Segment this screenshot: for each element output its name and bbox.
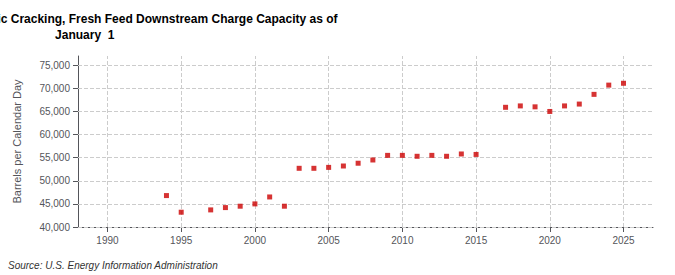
svg-text:2000: 2000 <box>244 235 267 246</box>
svg-text:Barrels per Calendar Day: Barrels per Calendar Day <box>11 79 23 204</box>
svg-text:2015: 2015 <box>465 235 488 246</box>
svg-text:70,000: 70,000 <box>39 83 70 94</box>
svg-text:40,000: 40,000 <box>39 222 70 233</box>
svg-text:1995: 1995 <box>170 235 193 246</box>
svg-text:1990: 1990 <box>96 235 119 246</box>
svg-text:2010: 2010 <box>391 235 414 246</box>
svg-text:2005: 2005 <box>318 235 341 246</box>
svg-text:60,000: 60,000 <box>39 129 70 140</box>
svg-text:55,000: 55,000 <box>39 152 70 163</box>
svg-text:Source: U.S. Energy Informatio: Source: U.S. Energy Information Administ… <box>8 260 218 271</box>
svg-text:50,000: 50,000 <box>39 175 70 186</box>
svg-text:Annual Utah Refinery Catalytic: Annual Utah Refinery Catalytic Cracking,… <box>0 12 338 26</box>
svg-text:75,000: 75,000 <box>39 60 70 71</box>
svg-text:65,000: 65,000 <box>39 106 70 117</box>
svg-text:2025: 2025 <box>612 235 635 246</box>
svg-text:45,000: 45,000 <box>39 198 70 209</box>
svg-text:2020: 2020 <box>539 235 562 246</box>
svg-text:January 1: January 1 <box>55 28 115 42</box>
